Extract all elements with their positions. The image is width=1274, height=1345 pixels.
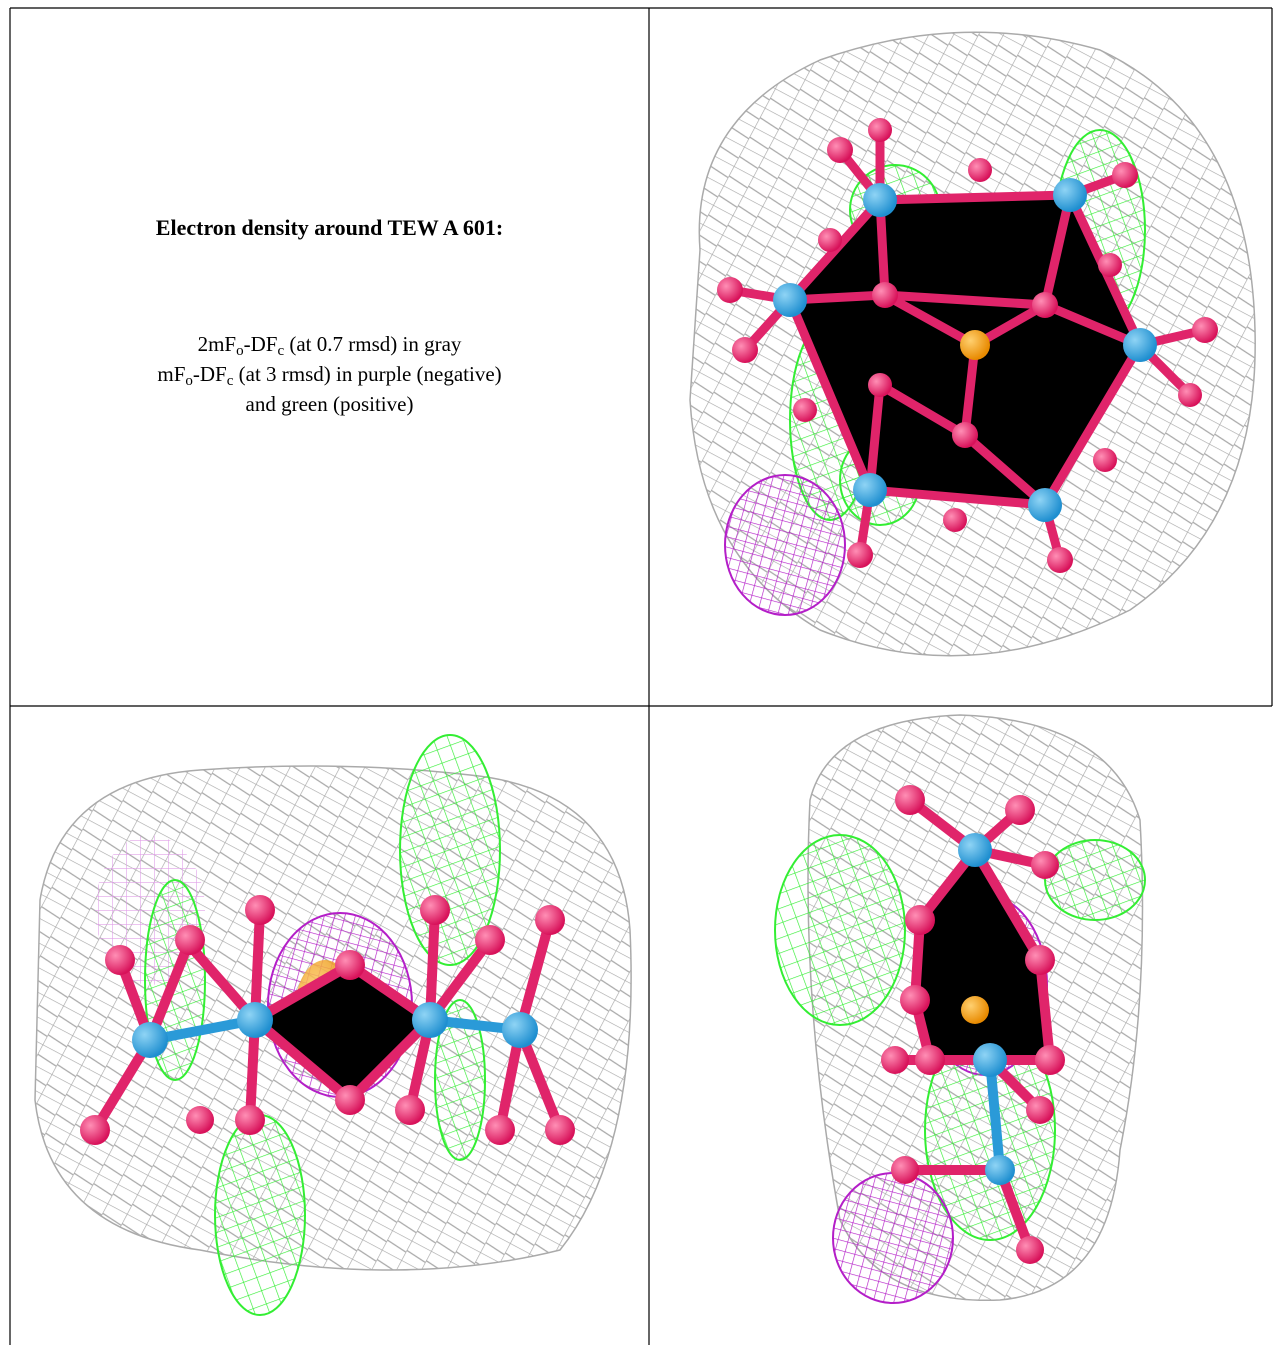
caption-lines: 2mFo-DFc (at 0.7 rmsd) in gray mFo-DFc (a…: [11, 329, 648, 419]
caption-text: mF: [157, 362, 186, 386]
caption-line: 2mFo-DFc (at 0.7 rmsd) in gray: [11, 329, 648, 359]
density-view-side: [34, 734, 632, 1316]
caption-line: and green (positive): [11, 389, 648, 419]
subscript: c: [226, 373, 234, 389]
caption-text: -DF: [192, 362, 227, 386]
table-borders: [9, 7, 1273, 1345]
caption-text: -DF: [243, 332, 278, 356]
caption-text: 2mF: [197, 332, 237, 356]
density-view-end: [774, 714, 1146, 1304]
caption-text: (at 3 rmsd) in purple (negative): [233, 362, 502, 386]
caption-text: (at 0.7 rmsd) in gray: [284, 332, 462, 356]
subscript: o: [185, 373, 193, 389]
subscript: c: [277, 343, 285, 359]
caption-title: Electron density around TEW A 601:: [155, 215, 504, 240]
caption-line: mFo-DFc (at 3 rmsd) in purple (negative): [11, 359, 648, 389]
subscript: o: [236, 343, 244, 359]
density-view-top: [689, 31, 1256, 657]
caption-text: and green (positive): [245, 392, 414, 416]
